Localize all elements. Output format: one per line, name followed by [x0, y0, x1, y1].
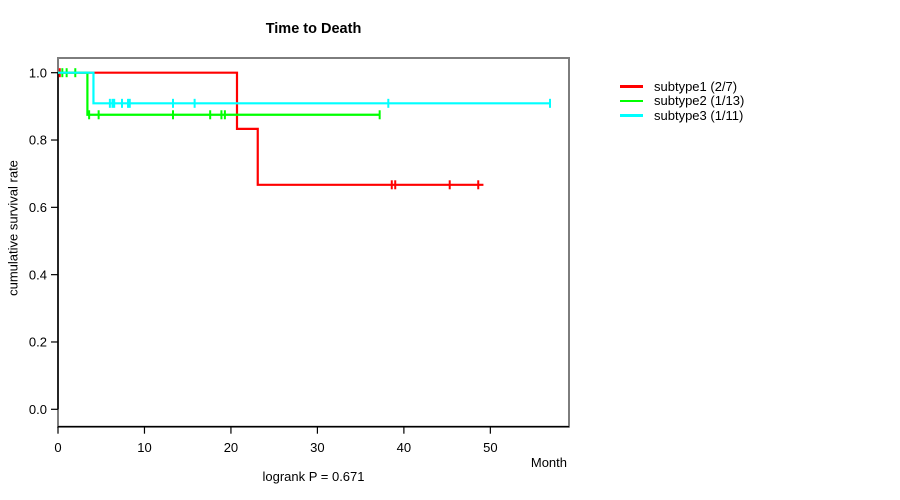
series-line-1: [58, 71, 484, 186]
legend-line-swatch: [620, 114, 643, 117]
y-tick-label: 1.0: [29, 65, 47, 80]
legend-item: subtype2 (1/13): [620, 93, 745, 109]
series-line-2: [58, 71, 380, 116]
y-tick-label: 0.6: [29, 200, 47, 215]
series-line-3: [58, 71, 551, 105]
y-tick-label: 0.4: [29, 267, 47, 282]
x-tick-label: 10: [137, 440, 151, 455]
y-tick-label: 0.2: [29, 335, 47, 350]
x-tick-label: 30: [310, 440, 324, 455]
y-axis-label: cumulative survival rate: [5, 160, 21, 296]
chart-title: Time to Death: [265, 21, 362, 37]
legend-label: subtype2 (1/13): [654, 93, 745, 109]
x-tick-label: 0: [54, 440, 61, 455]
y-tick-label: 0.8: [29, 133, 47, 148]
legend: subtype1 (2/7) subtype2 (1/13) subtype3 (1…: [620, 79, 744, 123]
legend-item: subtype1 (2/7): [620, 79, 744, 94]
legend-line-swatch: [620, 85, 643, 88]
x-tick-label: 50: [483, 440, 497, 455]
legend-label: subtype3 (1/11): [654, 107, 744, 123]
plot-box: [57, 57, 570, 428]
x-axis-label: Month: [530, 455, 567, 470]
x-tick-label: 20: [224, 440, 238, 455]
logrank-p-value: logrank P = 0.671: [262, 469, 365, 484]
x-tick-label: 40: [397, 440, 411, 455]
legend-item: subtype3 (1/11): [620, 108, 744, 123]
legend-label: subtype1 (2/7): [654, 78, 738, 94]
y-tick-label: 0.0: [29, 402, 47, 417]
legend-line-swatch: [620, 99, 643, 103]
